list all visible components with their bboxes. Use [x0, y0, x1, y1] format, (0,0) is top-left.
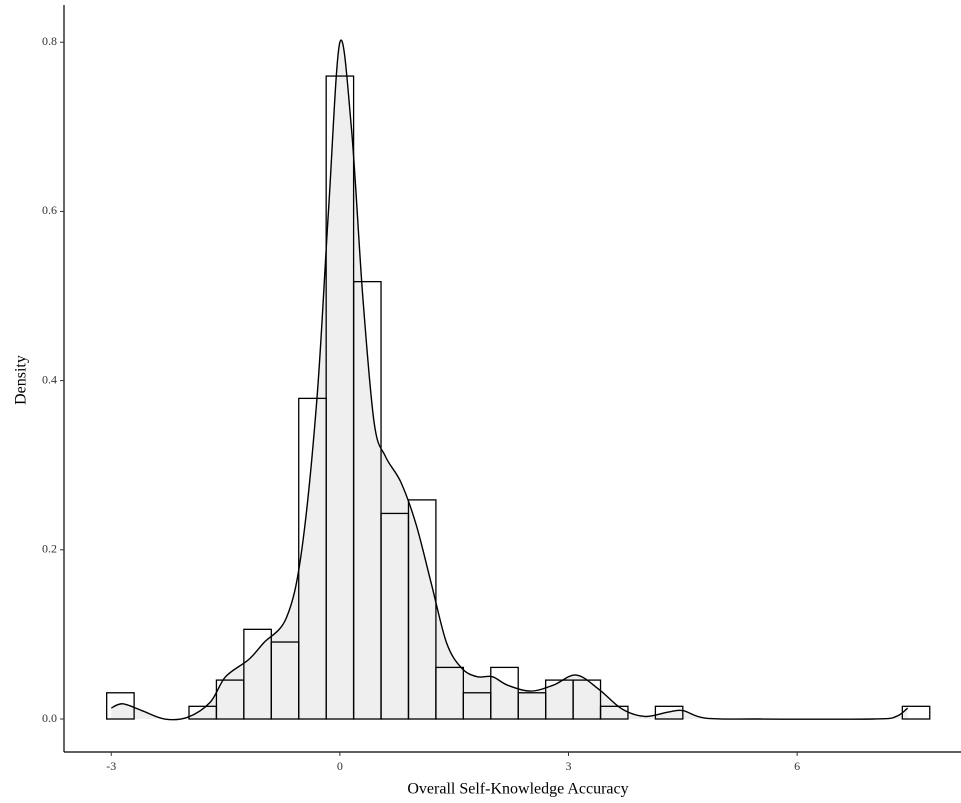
bar: [517, 692, 547, 720]
bar: [654, 705, 684, 720]
density-area: [111, 40, 908, 720]
bar: [435, 666, 464, 720]
y-tick-label: 0.8: [42, 34, 57, 48]
y-tick-label: 0.0: [42, 711, 57, 725]
bar: [215, 679, 245, 720]
bar: [572, 679, 602, 720]
bar: [490, 666, 519, 720]
y-axis-title: Density: [13, 355, 30, 405]
x-tick-label: 6: [794, 759, 800, 773]
bar: [106, 692, 135, 720]
bar: [243, 628, 272, 720]
x-tick-label: 0: [337, 759, 343, 773]
bar: [462, 692, 492, 720]
x-tick-label: -3: [106, 759, 116, 773]
density-line: [110, 39, 909, 721]
bar: [407, 499, 437, 720]
x-tick-label: 3: [566, 759, 572, 773]
x-axis-title: Overall Self-Knowledge Accuracy: [407, 781, 628, 798]
bar: [380, 512, 410, 720]
y-tick-label: 0.2: [42, 542, 57, 556]
bar: [599, 705, 629, 720]
y-tick-label: 0.6: [42, 203, 57, 217]
bar: [270, 641, 300, 720]
y-tick-label: 0.4: [42, 372, 57, 386]
bar: [352, 280, 382, 720]
